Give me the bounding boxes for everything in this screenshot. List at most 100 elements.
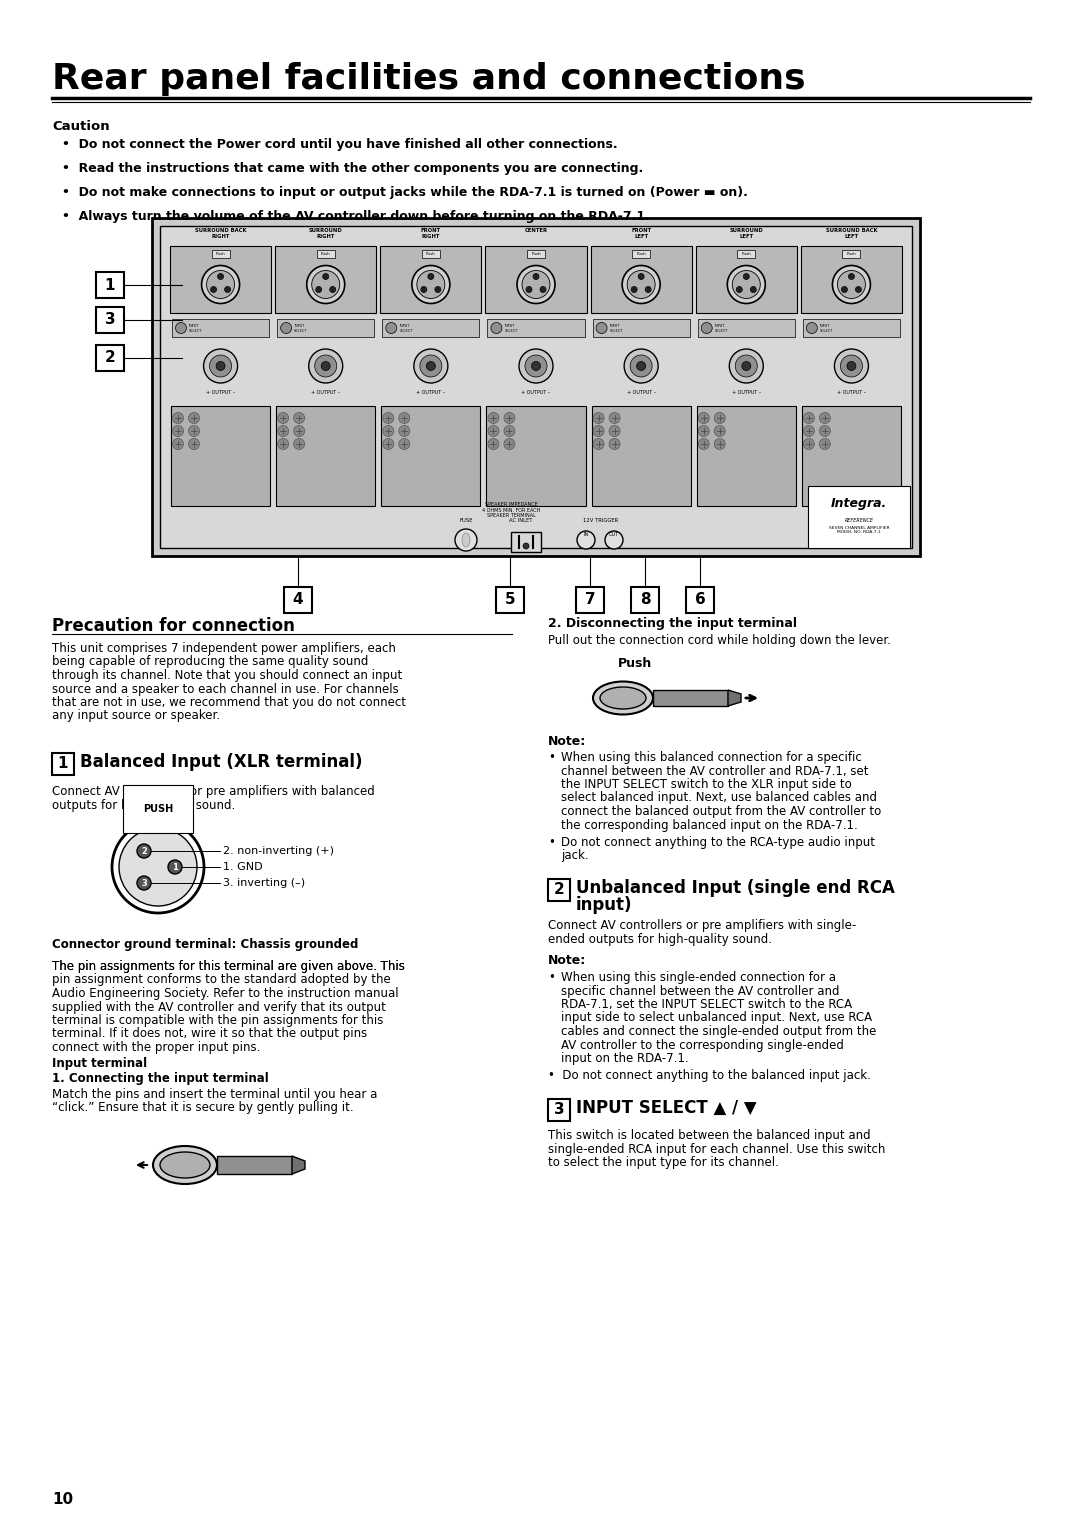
Text: connect the balanced output from the AV controller to: connect the balanced output from the AV …: [561, 806, 881, 818]
Text: + OUTPUT –: + OUTPUT –: [416, 391, 445, 395]
Circle shape: [504, 438, 515, 450]
Circle shape: [526, 287, 532, 293]
Bar: [842, 250, 861, 258]
Text: •  Do not connect the Power cord until you have finished all other connections.: • Do not connect the Power cord until yo…: [62, 137, 618, 151]
Text: The pin assignments for this terminal are given above. This: The pin assignments for this terminal ar…: [52, 960, 405, 974]
Circle shape: [420, 356, 442, 377]
Bar: [422, 250, 440, 258]
Bar: [212, 250, 230, 258]
Bar: [381, 406, 481, 507]
Text: •  Do not make connections to input or output jacks while the RDA-7.1 is turned : • Do not make connections to input or ou…: [62, 186, 747, 198]
Circle shape: [751, 287, 756, 293]
Circle shape: [323, 273, 328, 279]
Bar: [696, 246, 797, 313]
Bar: [487, 319, 584, 337]
Bar: [496, 588, 524, 613]
Circle shape: [609, 438, 620, 450]
Text: 2: 2: [554, 882, 565, 897]
Circle shape: [189, 426, 200, 436]
Text: 6: 6: [694, 592, 705, 607]
Circle shape: [517, 266, 555, 304]
Circle shape: [504, 412, 515, 424]
Circle shape: [609, 412, 620, 424]
Bar: [697, 406, 796, 507]
Bar: [527, 250, 545, 258]
Circle shape: [112, 821, 204, 913]
Bar: [631, 588, 659, 613]
Bar: [96, 272, 124, 298]
Text: jack.: jack.: [561, 850, 589, 862]
Text: Note:: Note:: [548, 954, 586, 967]
Circle shape: [737, 287, 742, 293]
Text: SURROUND
LEFT: SURROUND LEFT: [729, 227, 764, 238]
Text: This unit comprises 7 independent power amplifiers, each: This unit comprises 7 independent power …: [52, 642, 396, 655]
Ellipse shape: [153, 1146, 217, 1184]
Text: INPUT
SELECT: INPUT SELECT: [400, 324, 413, 333]
Text: Connector ground terminal: Chassis grounded: Connector ground terminal: Chassis groun…: [52, 938, 359, 951]
Circle shape: [531, 362, 540, 371]
Text: FRONT
RIGHT: FRONT RIGHT: [421, 227, 441, 238]
Text: Do not connect anything to the RCA-type audio input: Do not connect anything to the RCA-type …: [561, 836, 875, 848]
Circle shape: [742, 362, 751, 371]
Text: + OUTPUT –: + OUTPUT –: [311, 391, 340, 395]
Text: terminal. If it does not, wire it so that the output pins: terminal. If it does not, wire it so tha…: [52, 1027, 367, 1041]
Circle shape: [137, 844, 151, 858]
Text: Push: Push: [426, 252, 435, 256]
Circle shape: [428, 273, 434, 279]
Bar: [801, 406, 901, 507]
Text: SURROUND
RIGHT: SURROUND RIGHT: [309, 227, 342, 238]
Text: 2. non-inverting (+): 2. non-inverting (+): [222, 845, 334, 856]
Text: Push: Push: [216, 252, 226, 256]
Circle shape: [417, 270, 445, 299]
Circle shape: [540, 287, 546, 293]
Text: 1: 1: [172, 862, 178, 871]
Bar: [686, 588, 714, 613]
Text: 8: 8: [639, 592, 650, 607]
Circle shape: [849, 273, 854, 279]
Bar: [593, 319, 690, 337]
Circle shape: [321, 362, 330, 371]
Circle shape: [624, 349, 658, 383]
Circle shape: [727, 266, 766, 304]
Bar: [801, 246, 902, 313]
Bar: [591, 246, 691, 313]
Circle shape: [173, 438, 184, 450]
Text: RDA-7.1, set the INPUT SELECT switch to the RCA: RDA-7.1, set the INPUT SELECT switch to …: [561, 998, 852, 1012]
Text: input on the RDA-7.1.: input on the RDA-7.1.: [561, 1051, 689, 1065]
Text: source and a speaker to each channel in use. For channels: source and a speaker to each channel in …: [52, 682, 399, 696]
Circle shape: [630, 356, 652, 377]
Text: SURROUND BACK
RIGHT: SURROUND BACK RIGHT: [194, 227, 246, 238]
Circle shape: [206, 270, 234, 299]
Text: Push: Push: [321, 252, 330, 256]
Bar: [548, 879, 570, 900]
Text: + OUTPUT –: + OUTPUT –: [837, 391, 866, 395]
Ellipse shape: [462, 533, 470, 546]
Text: The pin assignments for this terminal are given above. This: The pin assignments for this terminal ar…: [52, 960, 405, 974]
Circle shape: [714, 412, 725, 424]
Text: Audio Engineering Society. Refer to the instruction manual: Audio Engineering Society. Refer to the …: [52, 987, 399, 1000]
Bar: [276, 406, 375, 507]
Text: Note:: Note:: [548, 736, 586, 748]
Bar: [808, 485, 910, 548]
Bar: [172, 319, 269, 337]
Text: connect with the proper input pins.: connect with the proper input pins.: [52, 1041, 260, 1054]
Ellipse shape: [600, 687, 646, 710]
Circle shape: [411, 266, 450, 304]
Circle shape: [820, 426, 831, 436]
Ellipse shape: [593, 682, 653, 714]
Circle shape: [137, 876, 151, 890]
Circle shape: [855, 287, 862, 293]
Text: being capable of reproducing the same quality sound: being capable of reproducing the same qu…: [52, 656, 368, 668]
Text: FUSE: FUSE: [459, 517, 473, 523]
Circle shape: [278, 426, 288, 436]
Text: Unbalanced Input (single end RCA: Unbalanced Input (single end RCA: [576, 879, 895, 897]
Circle shape: [189, 438, 200, 450]
Circle shape: [399, 426, 409, 436]
Circle shape: [294, 426, 305, 436]
Bar: [653, 690, 728, 707]
Circle shape: [804, 426, 814, 436]
Circle shape: [701, 322, 712, 334]
Circle shape: [743, 273, 750, 279]
Text: + OUTPUT –: + OUTPUT –: [626, 391, 656, 395]
Circle shape: [294, 438, 305, 450]
